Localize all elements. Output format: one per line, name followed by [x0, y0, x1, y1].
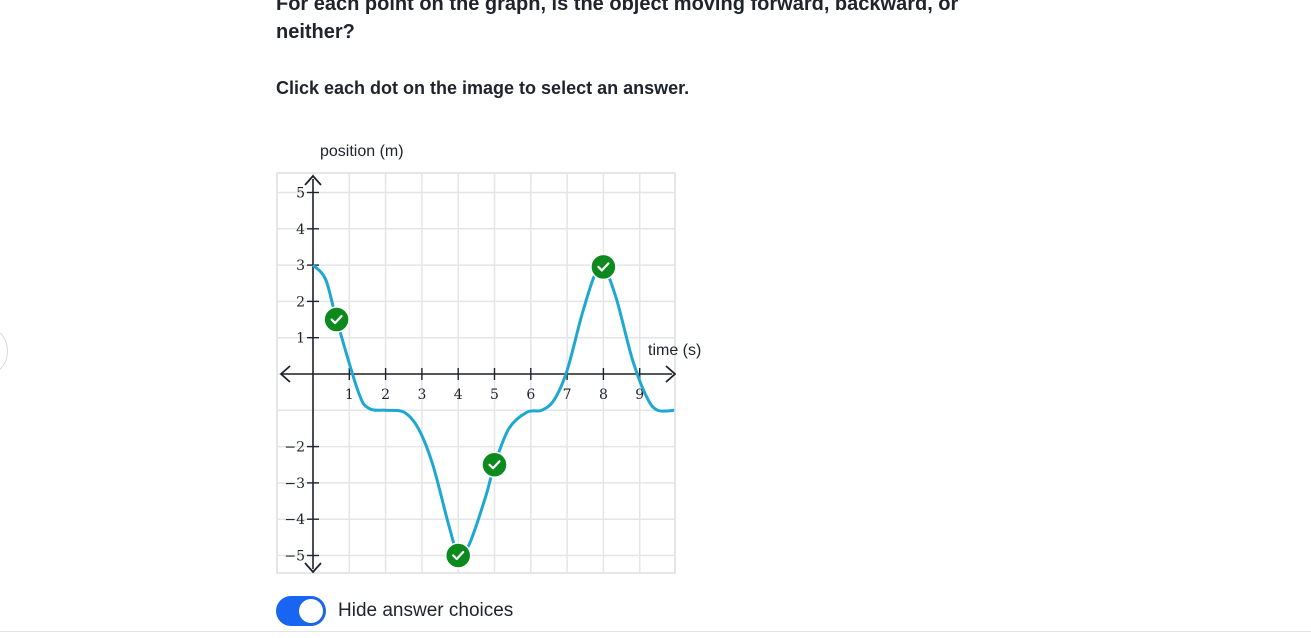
tick-labels: 1 2 3 4 5 6 7 8 9 5 4 3 2 1 −2 −3 −4 −5: [284, 186, 644, 565]
y-tick-label: −5: [284, 549, 305, 565]
y-axis-label: position (m): [320, 143, 404, 160]
checkmark-icon: [488, 460, 501, 470]
hide-choices-row: Hide answer choices: [276, 596, 513, 626]
answer-dot-2[interactable]: [444, 542, 472, 569]
answer-dots[interactable]: [323, 253, 617, 569]
y-tick-label: 5: [296, 186, 305, 202]
x-tick-label: 2: [381, 387, 390, 403]
answer-dot-3[interactable]: [481, 451, 508, 478]
y-tick-label: 3: [296, 258, 305, 274]
x-tick-label: 1: [345, 387, 354, 403]
x-axis-label: time (s): [648, 342, 701, 359]
y-tick-label: −3: [284, 476, 305, 492]
grid-frame: [276, 172, 676, 574]
x-tick-label: 5: [490, 387, 499, 403]
x-tick-label: 8: [599, 387, 608, 403]
answer-dot-4[interactable]: [590, 253, 617, 281]
toggle-knob: [299, 599, 323, 623]
y-tick-label: −2: [284, 440, 305, 456]
hide-answer-choices-toggle[interactable]: [276, 596, 326, 626]
checkmark-icon: [597, 262, 610, 272]
x-axis-left-arrow: [279, 365, 291, 383]
x-tick-label: 4: [454, 387, 463, 403]
y-axis-up-arrow: [304, 174, 322, 186]
answer-dot-circle: [444, 542, 472, 569]
y-tick-label: 4: [296, 222, 305, 238]
position-time-graph: 1 2 3 4 5 6 7 8 9 5 4 3 2 1 −2 −3 −4 −5 position (m) time…: [276, 135, 716, 580]
x-tick-label: 6: [526, 387, 535, 403]
y-tick-label: 1: [296, 331, 305, 347]
answer-dot-circle: [323, 306, 350, 333]
question-text: For each point on the graph, is the obje…: [276, 0, 959, 43]
x-tick-label: 3: [417, 387, 426, 403]
side-panel-edge: [0, 330, 8, 372]
checkmark-icon: [452, 550, 465, 561]
x-tick-label: 9: [635, 387, 644, 403]
checkmark-icon: [330, 314, 343, 325]
y-axis-down-arrow: [304, 562, 322, 574]
bottom-divider: [0, 631, 1311, 632]
toggle-label: Hide answer choices: [338, 600, 514, 621]
axes: [279, 174, 677, 574]
instruction-text: Click each dot on the image to select an…: [276, 78, 690, 98]
grid: [276, 172, 676, 574]
x-tick-label: 7: [563, 387, 572, 403]
answer-dot-1[interactable]: [323, 306, 350, 333]
answer-dot-circle: [481, 451, 508, 478]
y-tick-label: 2: [296, 294, 305, 310]
answer-dot-circle: [590, 253, 617, 281]
graph-svg: 1 2 3 4 5 6 7 8 9 5 4 3 2 1 −2 −3 −4 −5 position (m) time…: [276, 143, 701, 574]
x-axis-right-arrow: [665, 365, 677, 383]
y-tick-label: −4: [284, 512, 305, 528]
